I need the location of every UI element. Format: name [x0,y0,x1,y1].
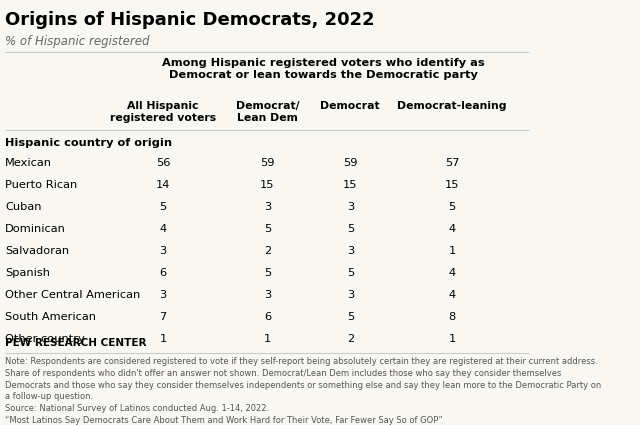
Text: 59: 59 [260,158,275,168]
Text: 5: 5 [347,224,354,234]
Text: 3: 3 [264,202,271,212]
Text: 1: 1 [448,334,456,344]
Text: Hispanic country of origin: Hispanic country of origin [5,138,172,148]
Text: 15: 15 [445,180,459,190]
Text: 7: 7 [159,312,167,322]
Text: 14: 14 [156,180,170,190]
Text: 5: 5 [347,312,354,322]
Text: 2: 2 [347,334,354,344]
Text: 4: 4 [449,290,456,300]
Text: 1: 1 [448,246,456,256]
Text: 5: 5 [159,202,167,212]
Text: Other Central American: Other Central American [5,290,141,300]
Text: Dominican: Dominican [5,224,66,234]
Text: 15: 15 [260,180,275,190]
Text: South American: South American [5,312,97,322]
Text: 3: 3 [347,290,354,300]
Text: Other country: Other country [5,334,85,344]
Text: 57: 57 [445,158,459,168]
Text: Origins of Hispanic Democrats, 2022: Origins of Hispanic Democrats, 2022 [5,11,375,28]
Text: 4: 4 [449,268,456,278]
Text: 5: 5 [347,268,354,278]
Text: 5: 5 [264,268,271,278]
Text: 3: 3 [159,290,167,300]
Text: % of Hispanic registered: % of Hispanic registered [5,35,150,48]
Text: 3: 3 [264,290,271,300]
Text: 2: 2 [264,246,271,256]
Text: 1: 1 [159,334,167,344]
Text: 56: 56 [156,158,170,168]
Text: Democrat: Democrat [321,101,380,111]
Text: 3: 3 [159,246,167,256]
Text: 15: 15 [343,180,358,190]
Text: 3: 3 [347,246,354,256]
Text: 3: 3 [347,202,354,212]
Text: 5: 5 [448,202,456,212]
Text: 1: 1 [264,334,271,344]
Text: Puerto Rican: Puerto Rican [5,180,77,190]
Text: 5: 5 [264,224,271,234]
Text: Mexican: Mexican [5,158,52,168]
Text: 8: 8 [448,312,456,322]
Text: Salvadoran: Salvadoran [5,246,70,256]
Text: Among Hispanic registered voters who identify as
Democrat or lean towards the De: Among Hispanic registered voters who ide… [162,58,485,80]
Text: Spanish: Spanish [5,268,51,278]
Text: Democrat-leaning: Democrat-leaning [397,101,507,111]
Text: PEW RESEARCH CENTER: PEW RESEARCH CENTER [5,338,147,348]
Text: Note: Respondents are considered registered to vote if they self-report being ab: Note: Respondents are considered registe… [5,357,602,425]
Text: 4: 4 [159,224,166,234]
Text: All Hispanic
registered voters: All Hispanic registered voters [110,101,216,123]
Text: 6: 6 [264,312,271,322]
Text: 4: 4 [449,224,456,234]
Text: Cuban: Cuban [5,202,42,212]
Text: Democrat/
Lean Dem: Democrat/ Lean Dem [236,101,300,123]
Text: 59: 59 [343,158,358,168]
Text: 6: 6 [159,268,166,278]
